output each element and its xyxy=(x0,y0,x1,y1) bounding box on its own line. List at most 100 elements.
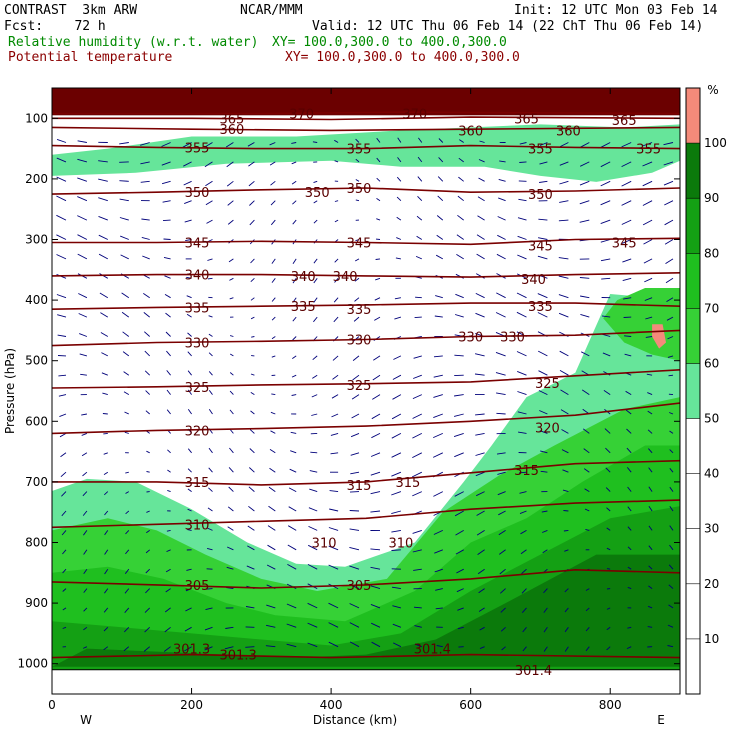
wind-arrow xyxy=(376,157,381,163)
wind-arrow xyxy=(669,486,674,492)
wind-arrow xyxy=(622,277,632,282)
wind-arrow xyxy=(583,448,590,454)
x-tick-label: 800 xyxy=(599,698,622,712)
wind-arrow xyxy=(542,549,548,554)
wind-arrow xyxy=(77,177,88,182)
wind-arrow xyxy=(537,312,548,318)
wind-arrow xyxy=(479,626,485,631)
wind-arrow xyxy=(603,390,611,395)
wind-arrow xyxy=(478,159,485,163)
wind-arrow xyxy=(499,160,506,163)
wind-arrow xyxy=(454,452,464,458)
wind-arrow xyxy=(185,239,192,242)
wind-arrow xyxy=(352,374,360,381)
wind-arrow xyxy=(559,350,569,357)
wind-arrow xyxy=(292,200,297,205)
wind-arrow xyxy=(123,391,130,395)
wind-arrow xyxy=(291,161,297,165)
wind-arrow xyxy=(229,447,234,454)
wind-arrow xyxy=(355,199,360,202)
wind-arrow xyxy=(559,370,569,376)
contour-label: 355 xyxy=(347,143,372,158)
wind-arrow xyxy=(328,602,339,609)
isentrope-360 xyxy=(52,126,680,132)
isentrope-315 xyxy=(52,459,680,486)
wind-arrow xyxy=(438,157,444,163)
wind-arrow xyxy=(120,235,129,240)
wind-arrow xyxy=(579,219,590,223)
y-tick-label: 200 xyxy=(25,172,48,186)
wind-arrow xyxy=(313,278,318,284)
wind-arrow xyxy=(543,588,548,594)
wind-arrow xyxy=(124,411,129,415)
wind-arrow xyxy=(605,447,611,454)
wind-arrow xyxy=(562,489,569,493)
y-tick-label: 300 xyxy=(25,233,48,247)
wind-arrow xyxy=(269,142,276,146)
wind-arrow xyxy=(622,258,632,263)
wind-arrow xyxy=(245,606,255,609)
wind-arrow xyxy=(605,487,611,492)
wind-arrow xyxy=(187,508,192,512)
wind-arrow xyxy=(541,510,548,513)
wind-arrow xyxy=(250,297,255,301)
wind-arrow xyxy=(227,526,234,531)
wind-arrow xyxy=(329,508,339,512)
wind-arrow xyxy=(184,626,192,632)
wind-arrow xyxy=(81,452,88,457)
wind-arrow xyxy=(208,333,213,337)
wind-arrow xyxy=(250,316,255,320)
wind-arrow xyxy=(413,355,422,359)
y-tick-label: 900 xyxy=(25,596,48,610)
wind-arrow xyxy=(561,449,569,454)
wind-arrow xyxy=(82,510,88,516)
wind-arrow xyxy=(519,510,527,515)
wind-arrow xyxy=(580,313,590,318)
wind-arrow xyxy=(669,544,674,551)
wind-arrow xyxy=(56,234,67,240)
wind-arrow xyxy=(436,645,443,648)
wind-arrow xyxy=(666,316,674,321)
wind-arrow xyxy=(606,646,611,651)
wind-arrow xyxy=(226,161,234,168)
wind-arrow xyxy=(621,219,632,225)
contour-label: 335 xyxy=(347,303,372,318)
wind-arrow xyxy=(559,180,569,185)
wind-arrow xyxy=(269,161,276,166)
wind-arrow xyxy=(517,235,527,240)
wind-arrow xyxy=(499,568,506,575)
legend-theta: Potential temperature xyxy=(8,50,173,65)
wind-arrow xyxy=(669,506,674,512)
colorbar-label: 80 xyxy=(704,246,719,260)
wind-arrow xyxy=(351,413,360,419)
wind-arrow xyxy=(497,234,506,240)
wind-arrow xyxy=(250,277,255,283)
wind-arrow xyxy=(167,469,171,473)
wind-arrow xyxy=(77,158,88,163)
wind-arrow xyxy=(227,200,234,206)
wind-arrow xyxy=(606,507,611,512)
wind-arrow xyxy=(81,413,87,416)
wind-arrow xyxy=(626,646,632,650)
wind-arrow xyxy=(560,389,569,395)
wind-arrow xyxy=(349,528,360,531)
wind-arrow xyxy=(185,607,192,612)
contour-label: 335 xyxy=(528,300,553,315)
wind-arrow xyxy=(182,142,192,148)
wind-arrow xyxy=(250,392,255,395)
contour-label: 301.4 xyxy=(414,643,451,658)
wind-arrow xyxy=(125,549,130,555)
wind-arrow xyxy=(667,624,674,628)
wind-arrow xyxy=(605,467,611,473)
wind-arrow xyxy=(56,254,67,260)
contour-label: 315 xyxy=(395,476,420,491)
wind-arrow xyxy=(564,607,569,613)
wind-arrow xyxy=(648,486,653,492)
wind-arrow xyxy=(585,627,590,632)
contour-label: 315 xyxy=(347,479,372,494)
wind-arrow xyxy=(543,607,548,613)
colorbar-label: 10 xyxy=(704,632,719,646)
wind-arrow xyxy=(437,195,444,202)
wind-arrow xyxy=(287,564,297,570)
wind-arrow xyxy=(286,643,297,648)
